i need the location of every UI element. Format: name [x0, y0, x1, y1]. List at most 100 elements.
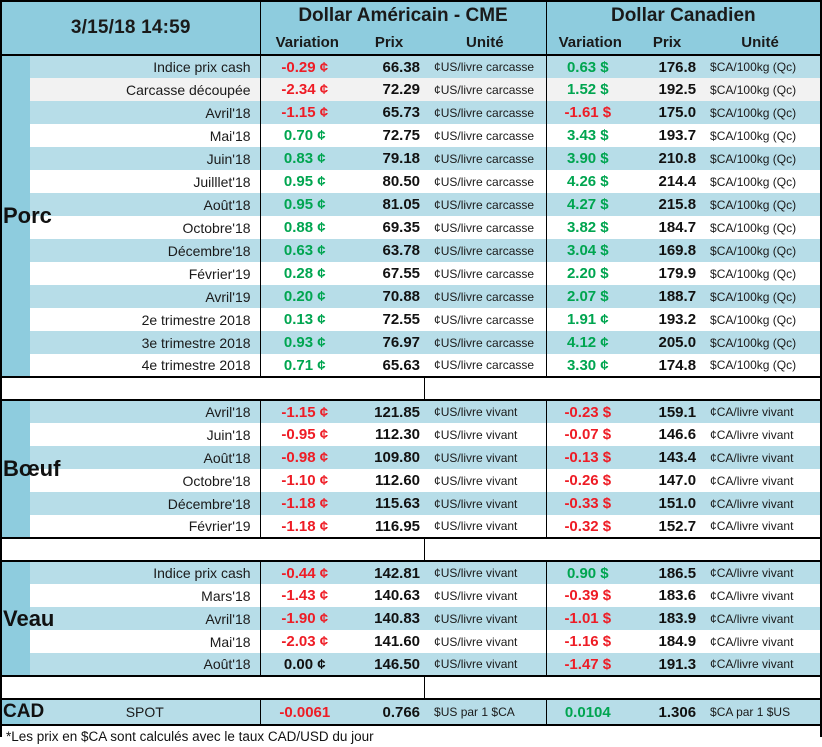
us-unit: ¢US/livre carcasse — [424, 354, 547, 378]
ca-unit: ¢CA/livre vivant — [700, 469, 821, 492]
cad-label: CAD — [2, 699, 44, 726]
us-price: 72.29 — [354, 78, 425, 101]
ca-price: 159.1 — [634, 399, 701, 423]
us-price: 65.63 — [354, 354, 425, 378]
us-unit: ¢US/livre vivant — [424, 399, 547, 423]
table-row[interactable]: Février'19 -1.18 ¢ 116.95 ¢US/livre vivant -… — [2, 515, 821, 539]
table-body: 3/15/18 14:59 Dollar Américain - CME Dolla… — [2, 2, 821, 726]
cad-ca-variation: 0.0104 — [546, 699, 635, 726]
ca-unit: ¢CA/livre vivant — [700, 630, 821, 653]
table-row[interactable]: Avril'18 -1.90 ¢ 140.83 ¢US/livre vivant -1.… — [2, 607, 821, 630]
ca-variation: -1.16 $ — [546, 630, 635, 653]
ca-variation: -1.61 $ — [546, 101, 635, 124]
ca-unit: ¢CA/livre vivant — [700, 492, 821, 515]
us-variation: 0.93 ¢ — [259, 331, 355, 354]
us-unit: ¢US/livre vivant — [424, 653, 547, 677]
us-variation: -2.34 ¢ — [259, 78, 355, 101]
us-price: 63.78 — [354, 239, 425, 262]
us-price: 81.05 — [354, 193, 425, 216]
table-row[interactable]: Décembre'18 0.63 ¢ 63.78 ¢US/livre carcasse… — [2, 239, 821, 262]
table-row[interactable]: Juin'18 -0.95 ¢ 112.30 ¢US/livre vivant -0.0… — [2, 423, 821, 446]
table-row[interactable]: Mai'18 0.70 ¢ 72.75 ¢US/livre carcasse 3.43 … — [2, 124, 821, 147]
ca-variation: 2.20 $ — [546, 262, 635, 285]
ca-price: 175.0 — [634, 101, 701, 124]
table-row[interactable]: Veau Indice prix cash -0.44 ¢ 142.81 ¢US/liv… — [2, 560, 821, 677]
ca-variation: 4.12 ¢ — [546, 331, 635, 354]
col-header-ca-prix: Prix — [634, 30, 701, 55]
row-label: Août'18 — [30, 653, 261, 677]
row-label: 3e trimestre 2018 — [30, 331, 261, 354]
us-variation: -0.95 ¢ — [259, 423, 355, 446]
row-label: Mars'18 — [30, 584, 261, 607]
us-price: 146.50 — [354, 653, 425, 677]
us-unit: ¢US/livre vivant — [424, 492, 547, 515]
spacer-right — [423, 538, 821, 562]
row-label: Avril'18 — [30, 399, 261, 423]
ca-variation: -0.33 $ — [546, 492, 635, 515]
table-row[interactable]: BœufAvril'18-1.15 ¢121.85¢US/livre vivan… — [2, 399, 821, 539]
us-unit: ¢US/livre carcasse — [424, 170, 547, 193]
spacer-left — [2, 676, 425, 700]
us-unit: ¢US/livre carcasse — [424, 239, 547, 262]
ca-price: 210.8 — [634, 147, 701, 170]
us-variation: -1.10 ¢ — [259, 469, 355, 492]
category-label-bœuf: Bœuf — [2, 399, 60, 539]
table-row[interactable]: Avril'19 0.20 ¢ 70.88 ¢US/livre carcasse 2.0… — [2, 285, 821, 308]
page-title: 3/15/18 14:59 — [2, 2, 261, 55]
table-row[interactable]: Février'19 0.28 ¢ 67.55 ¢US/livre carcasse 2… — [2, 262, 821, 285]
row-label: 2e trimestre 2018 — [30, 308, 261, 331]
col-header-us-prix: Prix — [354, 30, 425, 55]
ca-price: 184.9 — [634, 630, 701, 653]
ca-unit: $CA/100kg (Qc) — [700, 354, 821, 378]
table-row[interactable]: Mars'18 -1.43 ¢ 140.63 ¢US/livre vivant -0.3… — [2, 584, 821, 607]
row-label: Octobre'18 — [30, 469, 261, 492]
table-row[interactable]: Juin'18 0.83 ¢ 79.18 ¢US/livre carcasse 3.90… — [2, 147, 821, 170]
table-row[interactable]: Porc Indice prix cash -0.29 ¢ 66.38 ¢US/livr… — [2, 54, 821, 378]
ca-variation: -0.39 $ — [546, 584, 635, 607]
us-variation: 0.70 ¢ — [259, 124, 355, 147]
category-label-veau: Veau — [2, 560, 54, 677]
us-price: 109.80 — [354, 446, 425, 469]
table-row[interactable]: Carcasse découpée -2.34 ¢ 72.29 ¢US/livre c… — [2, 78, 821, 101]
table-row[interactable]: 4e trimestre 2018 0.71 ¢ 65.63 ¢US/livre ca… — [2, 354, 821, 378]
table-row[interactable]: Décembre'18 -1.18 ¢ 115.63 ¢US/livre vivant… — [2, 492, 821, 515]
ca-unit: $CA/100kg (Qc) — [700, 193, 821, 216]
row-label: Décembre'18 — [30, 492, 261, 515]
table-row[interactable]: Août'18 0.95 ¢ 81.05 ¢US/livre carcasse 4.27… — [2, 193, 821, 216]
cad-us-unit: $US par 1 $CA — [424, 699, 547, 726]
ca-unit: $CA/100kg (Qc) — [700, 285, 821, 308]
ca-price: 176.8 — [634, 54, 701, 78]
ca-price: 188.7 — [634, 285, 701, 308]
us-variation: 0.63 ¢ — [259, 239, 355, 262]
ca-variation: -1.01 $ — [546, 607, 635, 630]
table-row[interactable]: Octobre'18 -1.10 ¢ 112.60 ¢US/livre vivant -… — [2, 469, 821, 492]
table-row[interactable]: Juilllet'18 0.95 ¢ 80.50 ¢US/livre carcasse… — [2, 170, 821, 193]
col-header-us-variation: Variation — [259, 30, 355, 55]
spacer-left — [2, 538, 425, 562]
cad-us-price: 0.766 — [354, 699, 425, 726]
ca-price: 191.3 — [634, 653, 701, 677]
us-variation: 0.13 ¢ — [259, 308, 355, 331]
col-header-us-unite: Unité — [424, 30, 547, 55]
table-row[interactable]: Avril'18 -1.15 ¢ 65.73 ¢US/livre carcasse -1… — [2, 101, 821, 124]
ca-variation: 1.52 $ — [546, 78, 635, 101]
us-price: 80.50 — [354, 170, 425, 193]
table-row[interactable]: Août'18 -0.98 ¢ 109.80 ¢US/livre vivant -0.1… — [2, 446, 821, 469]
table-row[interactable]: 3e trimestre 2018 0.93 ¢ 76.97 ¢US/livre ca… — [2, 331, 821, 354]
ca-variation: 4.27 $ — [546, 193, 635, 216]
us-unit: ¢US/livre carcasse — [424, 285, 547, 308]
us-variation: 0.88 ¢ — [259, 216, 355, 239]
ca-unit: ¢CA/livre vivant — [700, 446, 821, 469]
spacer-right — [423, 377, 821, 401]
row-label: Indice prix cash — [30, 560, 261, 584]
cad-rate-row[interactable]: CAD SPOT -0.0061 0.766 $US par 1 $CA 0.0104 1.… — [2, 699, 821, 726]
cad-us-variation: -0.0061 — [259, 699, 355, 726]
table-row[interactable]: Août'18 0.00 ¢ 146.50 ¢US/livre vivant -1.47… — [2, 653, 821, 677]
us-unit: ¢US/livre carcasse — [424, 331, 547, 354]
us-variation: 0.83 ¢ — [259, 147, 355, 170]
row-label: Février'19 — [30, 515, 261, 539]
table-row[interactable]: 2e trimestre 2018 0.13 ¢ 72.55 ¢US/livre ca… — [2, 308, 821, 331]
table-row[interactable]: Octobre'18 0.88 ¢ 69.35 ¢US/livre carcasse 3… — [2, 216, 821, 239]
ca-variation: -0.07 $ — [546, 423, 635, 446]
table-row[interactable]: Mai'18 -2.03 ¢ 141.60 ¢US/livre vivant -1.16… — [2, 630, 821, 653]
